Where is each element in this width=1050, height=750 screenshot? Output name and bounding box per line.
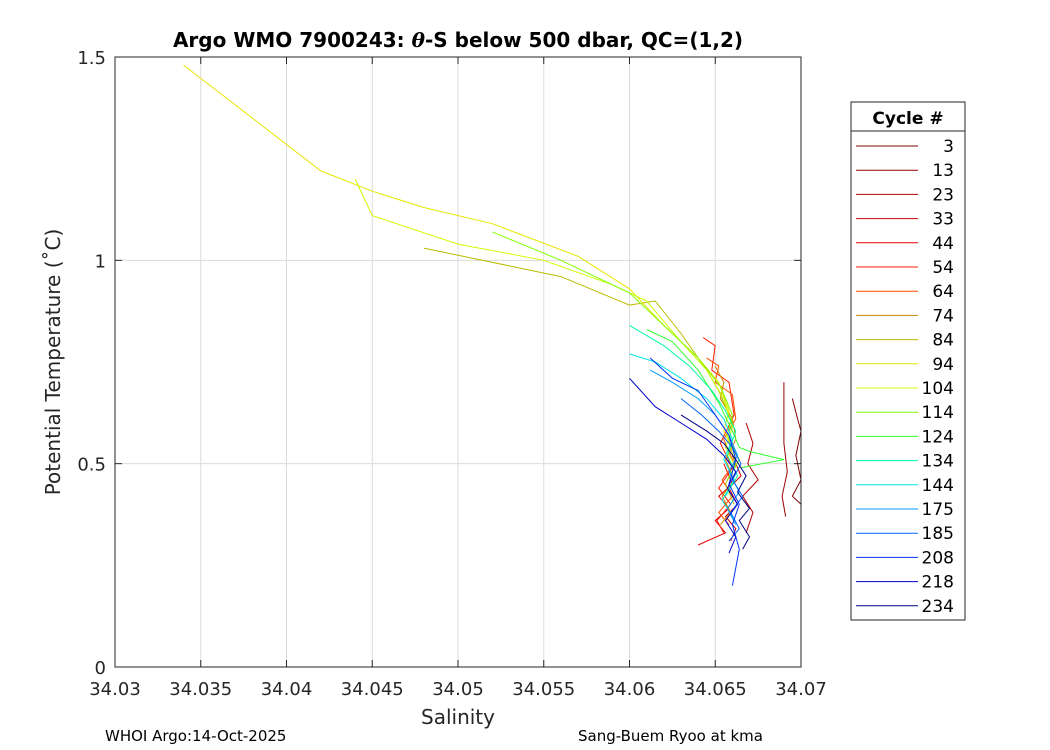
series-line-218 (629, 377, 739, 554)
y-axis-label: Potential Temperature (˚C) (41, 229, 65, 496)
ticks (114, 56, 802, 668)
series-line-3 (791, 398, 802, 505)
y-tick-label: 0.5 (77, 455, 106, 476)
legend-label-114: 114 (922, 403, 954, 423)
series-line-104 (354, 178, 737, 468)
chart-title: Argo WMO 7900243: θ-S below 500 dbar, QC… (173, 28, 743, 52)
series-line-114 (492, 231, 740, 481)
footer-left: WHOI Argo:14-Oct-2025 (105, 727, 286, 745)
series-line-13 (781, 382, 788, 517)
series-line-175 (649, 369, 740, 525)
series-line-23 (742, 422, 759, 533)
x-tick-label: 34.07 (775, 679, 827, 700)
series-line-64 (706, 357, 737, 526)
y-tick-label: 1.5 (77, 48, 106, 69)
series-line-124 (646, 329, 785, 469)
legend-label-124: 124 (922, 427, 954, 447)
legend-label-94: 94 (932, 355, 954, 375)
series-line-94 (183, 64, 737, 456)
footer-right: Sang-Buem Ryoo at kma (578, 727, 763, 745)
x-tick-label: 34.05 (432, 679, 484, 700)
x-tick-labels: 34.03 34.035 34.04 34.045 34.05 34.055 34.06 34… (89, 679, 827, 700)
y-tick-label: 0 (95, 658, 106, 679)
legend-label-144: 144 (922, 476, 954, 496)
series-line-234 (680, 414, 751, 550)
legend-label-33: 33 (932, 210, 954, 230)
legend-label-44: 44 (932, 234, 954, 254)
x-tick-label: 34.03 (89, 679, 141, 700)
x-tick-label: 34.065 (684, 679, 747, 700)
series-line-185 (680, 398, 744, 542)
legend-label-234: 234 (922, 597, 954, 617)
x-tick-label: 34.055 (512, 679, 575, 700)
legend-label-64: 64 (932, 282, 954, 302)
legend-label-23: 23 (932, 185, 954, 205)
legend-label-134: 134 (922, 452, 954, 472)
legend-label-13: 13 (932, 161, 954, 181)
x-tick-label: 34.035 (169, 679, 232, 700)
x-tick-label: 34.04 (261, 679, 313, 700)
legend: Cycle # 3 13 23 33 44 54 64 74 84 94 104 114 124 134 1… (850, 101, 966, 621)
legend-label-185: 185 (922, 524, 954, 544)
legend-title: Cycle # (872, 109, 943, 129)
legend-label-208: 208 (922, 548, 954, 568)
legend-label-54: 54 (932, 258, 954, 278)
y-tick-label: 1 (95, 251, 106, 272)
x-axis-label: Salinity (421, 705, 495, 729)
x-tick-label: 34.06 (604, 679, 656, 700)
series-layer (183, 64, 802, 586)
legend-label-74: 74 (932, 306, 954, 326)
grid (115, 57, 801, 667)
x-tick-label: 34.045 (341, 679, 404, 700)
legend-label-3: 3 (943, 137, 954, 157)
legend-label-218: 218 (922, 573, 954, 593)
legend-label-175: 175 (922, 500, 954, 520)
y-tick-labels: 0 0.5 1 1.5 (77, 48, 106, 679)
legend-label-104: 104 (922, 379, 954, 399)
legend-label-84: 84 (932, 331, 954, 351)
